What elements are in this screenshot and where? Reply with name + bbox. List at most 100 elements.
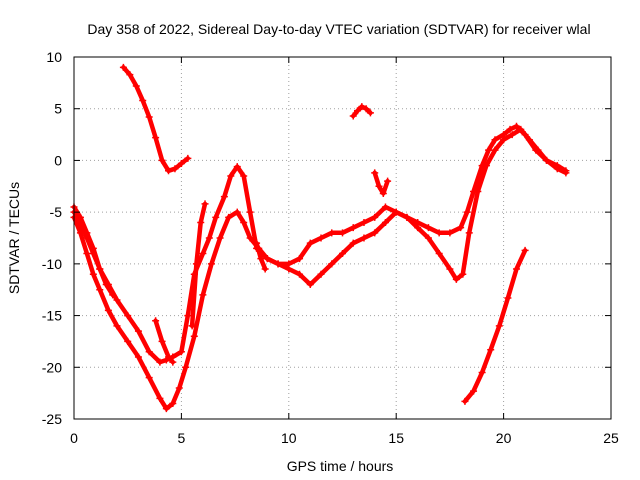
- data-point: [392, 208, 400, 216]
- data-point: [485, 146, 493, 154]
- data-point: [349, 112, 357, 120]
- data-point: [414, 224, 422, 232]
- data-point: [257, 255, 265, 263]
- series-line-6: [462, 248, 528, 404]
- data-point: [201, 200, 209, 208]
- data-point: [461, 397, 469, 405]
- data-point: [197, 218, 205, 226]
- data-point: [371, 213, 379, 221]
- data-point: [158, 337, 166, 345]
- data-point: [158, 156, 166, 164]
- data-point: [495, 322, 503, 330]
- data-point: [156, 394, 164, 402]
- data-point: [306, 281, 314, 289]
- data-point: [512, 265, 520, 273]
- data-point: [152, 134, 160, 142]
- data-point: [296, 270, 304, 278]
- data-point: [199, 250, 207, 258]
- data-point: [175, 384, 183, 392]
- data-point: [474, 187, 482, 195]
- data-point: [349, 239, 357, 247]
- data-point: [534, 146, 542, 154]
- plot-frame: [73, 56, 612, 420]
- data-point: [491, 136, 499, 144]
- y-tick-label: 10: [46, 49, 62, 65]
- data-point: [274, 260, 282, 268]
- data-point: [296, 255, 304, 263]
- series-line-9: [372, 170, 390, 196]
- data-point: [521, 246, 529, 254]
- data-point: [317, 234, 325, 242]
- data-point: [457, 224, 465, 232]
- data-point: [306, 239, 314, 247]
- data-point: [487, 346, 495, 354]
- data-point: [478, 368, 486, 376]
- data-point: [199, 291, 207, 299]
- data-point: [171, 165, 179, 173]
- data-point: [512, 122, 520, 130]
- data-point: [482, 162, 490, 170]
- data-point: [233, 163, 241, 171]
- data-point: [465, 229, 473, 237]
- data-point: [285, 265, 293, 273]
- data-point: [132, 82, 140, 90]
- data-point: [246, 208, 254, 216]
- data-point: [463, 208, 471, 216]
- data-point: [354, 107, 362, 115]
- data-point: [216, 234, 224, 242]
- data-point: [113, 322, 121, 330]
- data-point: [253, 239, 261, 247]
- data-point: [165, 353, 173, 361]
- data-point: [339, 250, 346, 258]
- y-tick-label: 0: [54, 152, 62, 168]
- data-point: [124, 312, 132, 320]
- data-point: [508, 131, 516, 139]
- data-point: [263, 255, 271, 263]
- data-point: [139, 96, 147, 104]
- data-point: [504, 294, 512, 302]
- data-point: [89, 270, 97, 278]
- data-point: [349, 224, 357, 232]
- data-point: [375, 182, 383, 190]
- data-point: [134, 353, 142, 361]
- data-point: [177, 160, 185, 168]
- data-point: [190, 332, 198, 340]
- data-point: [134, 327, 142, 335]
- data-point: [119, 63, 127, 71]
- data-point: [339, 229, 346, 237]
- data-point: [328, 229, 336, 237]
- data-point: [207, 260, 215, 268]
- data-point: [156, 358, 164, 366]
- axis-ticks: 0 5 10 15 20 25 -25 -20 -15 -10 -5 0 5 10: [42, 49, 619, 446]
- data-point: [424, 224, 432, 232]
- data-point: [381, 218, 389, 226]
- data-point: [188, 322, 196, 330]
- data-point: [446, 229, 454, 237]
- data-point: [261, 265, 269, 273]
- data-point: [384, 177, 392, 185]
- data-point: [177, 348, 185, 356]
- data-point: [424, 234, 432, 242]
- gridlines: [74, 57, 611, 419]
- data-point: [212, 213, 220, 221]
- data-point: [435, 229, 443, 237]
- chart-title: Day 358 of 2022, Sidereal Day-to-day VTE…: [87, 21, 590, 37]
- series-line-7: [153, 318, 176, 365]
- data-point: [446, 265, 454, 273]
- y-axis-label: SDTVAR / TECUs: [6, 182, 22, 294]
- data-point: [362, 105, 370, 113]
- data-point: [184, 312, 192, 320]
- y-tick-label: -5: [50, 204, 63, 220]
- series-line-2: [71, 127, 569, 411]
- x-tick-label: 25: [603, 430, 619, 446]
- data-point: [145, 348, 153, 356]
- data-point: [240, 172, 248, 180]
- data-point: [506, 125, 514, 133]
- data-point: [165, 167, 173, 175]
- data-point: [517, 125, 525, 133]
- data-point: [169, 399, 177, 407]
- data-point: [152, 317, 160, 325]
- x-tick-label: 10: [281, 430, 297, 446]
- data-point: [96, 265, 104, 273]
